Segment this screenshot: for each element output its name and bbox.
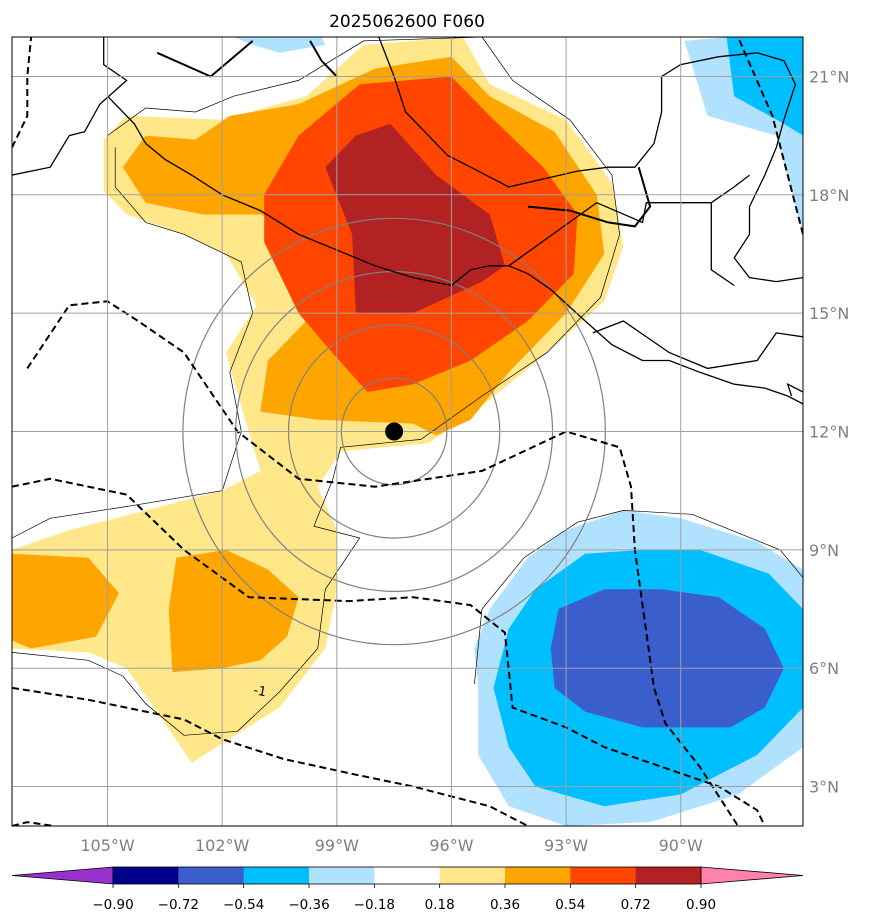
colorbar-segment	[243, 867, 310, 884]
colorbar: −0.90 −0.72 −0.54 −0.36 −0.18 0.18 0.36 0.54 0.7…	[11, 866, 804, 913]
colorbar-segment	[570, 867, 637, 884]
thin-contour-0	[12, 147, 254, 539]
colorbar-tick-label: 0.90	[686, 897, 716, 913]
state-line-2	[527, 166, 652, 228]
x-tick-label: 93°W	[544, 836, 588, 855]
colorbar-min-arrow	[11, 866, 114, 885]
thin-contour-2	[474, 510, 803, 685]
colorbar-segment	[309, 867, 375, 884]
dashed-contour-2	[12, 821, 55, 826]
y-tick-label: 12°N	[809, 423, 849, 442]
y-tick-label: 21°N	[809, 67, 849, 86]
filled-region-0.72-0	[325, 123, 505, 314]
dashed-contour-3	[26, 300, 739, 826]
y-tick-label: 9°N	[809, 541, 839, 560]
border-1	[592, 320, 803, 370]
dashed-contour-1	[12, 686, 529, 826]
colorbar-tick-label: −0.90	[92, 897, 133, 913]
x-tick-label: 99°W	[315, 836, 359, 855]
colorbar-segment	[374, 867, 441, 884]
colorbar-segment	[178, 867, 245, 884]
state-line-1	[309, 40, 338, 78]
colorbar-segment	[113, 867, 179, 884]
colorbar-tick-label: −0.54	[223, 897, 264, 913]
coastline-1	[107, 95, 803, 405]
x-axis-ticks: 105°W 102°W 99°W 96°W 93°W 90°W	[80, 836, 703, 855]
colorbar-frame	[112, 866, 702, 885]
dashed-contour-5	[737, 37, 803, 235]
colorbar-tick-label: 0.18	[425, 897, 455, 913]
colorbar-tick-label: −0.18	[354, 897, 395, 913]
chart-title: 2025062600 F060	[329, 12, 485, 32]
colorbar-tick-label: −0.72	[158, 897, 199, 913]
dashed-contour-0	[12, 477, 766, 826]
y-tick-label: 6°N	[809, 659, 839, 678]
map-frame	[11, 36, 804, 827]
gridlines	[12, 37, 803, 826]
dashed-contours	[12, 37, 803, 826]
coastline-2	[378, 37, 803, 283]
colorbar-segment	[439, 867, 506, 884]
storm-center-marker	[385, 422, 404, 441]
colorbar-tick-label: 0.54	[555, 897, 585, 913]
filled-region--0.54-0	[550, 589, 784, 728]
x-tick-label: 90°W	[659, 836, 703, 855]
map-area	[12, 37, 803, 826]
border-2	[710, 174, 750, 204]
y-tick-label: 3°N	[809, 778, 839, 797]
y-tick-label: 18°N	[809, 186, 849, 205]
colorbar-max-arrow	[700, 866, 804, 885]
colorbar-tick-label: −0.36	[288, 897, 329, 913]
coastline-3	[786, 382, 803, 397]
colorbar-tick-label: 0.36	[490, 897, 520, 913]
x-tick-label: 105°W	[80, 836, 135, 855]
filled-region-0.36-2	[168, 549, 299, 673]
x-tick-label: 102°W	[195, 836, 250, 855]
x-tick-label: 96°W	[429, 836, 473, 855]
border-0	[508, 201, 735, 287]
colorbar-segment	[635, 867, 702, 884]
filled-region--0.18-2	[233, 37, 326, 53]
y-tick-label: 15°N	[809, 304, 849, 323]
colorbar-segment	[505, 867, 571, 884]
dashed-contour-4	[12, 37, 33, 148]
filled-region-0.36-1	[12, 553, 119, 649]
y-axis-ticks: 3°N 6°N 9°N 12°N 15°N 18°N 21°N	[809, 67, 849, 796]
colorbar-tick-label: 0.72	[621, 897, 651, 913]
contour-label: -1	[252, 683, 268, 700]
